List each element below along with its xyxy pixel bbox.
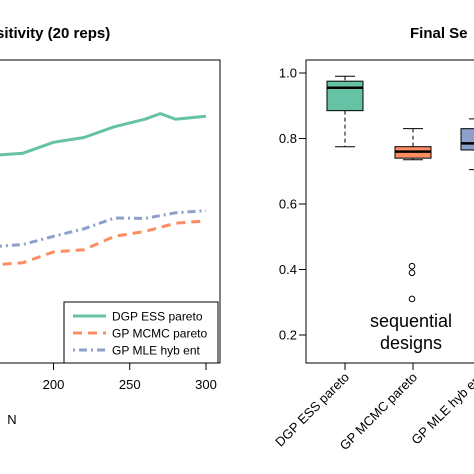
boxplot-3 bbox=[460, 118, 474, 171]
boxplot-2 bbox=[394, 128, 432, 303]
series-line-2 bbox=[0, 219, 207, 266]
right-y-tick-label: 0.2 bbox=[279, 328, 297, 343]
right-y-axis: 0.2 0.4 0.6 0.8 1.0 bbox=[279, 66, 307, 343]
box-iqr bbox=[460, 128, 474, 151]
legend: DGP ESS pareto GP MCMC pareto GP MLE hyb e… bbox=[63, 301, 219, 364]
right-y-tick-label: 1.0 bbox=[279, 66, 297, 81]
legend-label: GP MCMC pareto bbox=[112, 327, 207, 341]
series-line-3 bbox=[0, 209, 207, 248]
legend-label: DGP ESS pareto bbox=[112, 310, 203, 324]
left-x-tick-label: 300 bbox=[195, 377, 217, 392]
annotation-line-2: designs bbox=[380, 333, 442, 353]
right-y-tick-label: 0.4 bbox=[279, 262, 297, 277]
legend-label: GP MLE hyb ent bbox=[112, 344, 200, 358]
boxplot-group bbox=[326, 75, 474, 303]
right-y-tick-label: 0.8 bbox=[279, 131, 297, 146]
left-x-tick-label: 250 bbox=[119, 377, 141, 392]
outlier-point bbox=[408, 295, 416, 303]
left-panel: sitivity (20 reps) 200 250 300 N DGP ESS p… bbox=[0, 25, 221, 427]
box-iqr bbox=[326, 80, 364, 112]
series-line-1 bbox=[0, 112, 207, 157]
outlier-point bbox=[408, 269, 416, 277]
right-y-tick-label: 0.6 bbox=[279, 197, 297, 212]
left-x-axis-label: N bbox=[7, 412, 16, 427]
boxplot-1 bbox=[326, 75, 364, 148]
right-panel: Final Se 0.2 0.4 0.6 0.8 1.0 DGP ESS paretoG… bbox=[272, 25, 474, 453]
left-series-group bbox=[0, 112, 207, 266]
left-x-axis: 200 250 300 bbox=[0, 362, 217, 392]
annotation-line-1: sequential bbox=[370, 311, 452, 331]
right-x-tick-label: DGP ESS pareto bbox=[272, 370, 352, 450]
right-chart-title: Final Se bbox=[410, 25, 468, 42]
outlier-point bbox=[408, 262, 416, 270]
left-x-tick-label: 200 bbox=[43, 377, 65, 392]
left-chart-title: sitivity (20 reps) bbox=[0, 25, 110, 42]
